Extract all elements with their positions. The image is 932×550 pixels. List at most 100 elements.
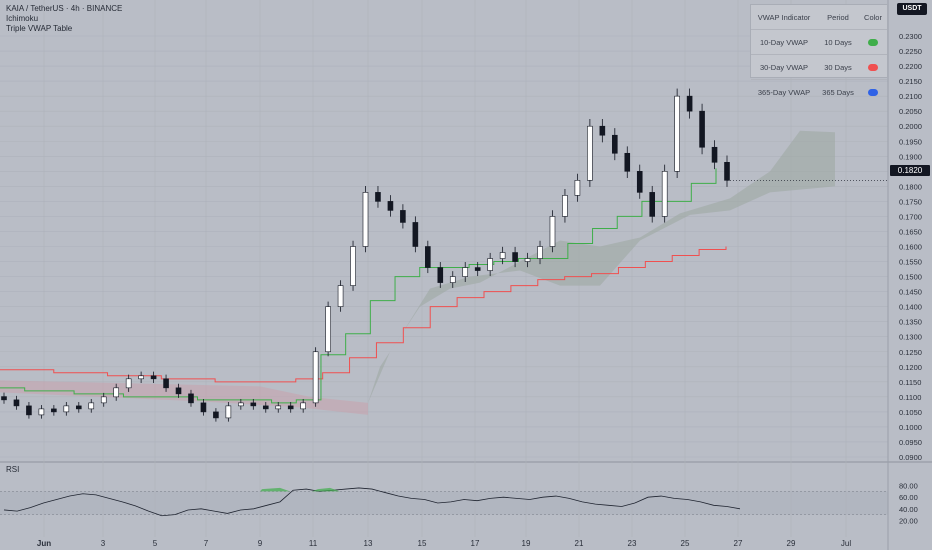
price-tick-label: 0.1400 <box>899 303 922 312</box>
candle-body <box>63 405 70 413</box>
vwap-table: VWAP Indicator Period Color 10-Day VWAP … <box>750 4 888 97</box>
rsi-band <box>0 491 888 515</box>
cloud-bullish <box>368 130 835 403</box>
time-tick-label: Jun <box>37 539 51 548</box>
candle-body <box>163 378 169 389</box>
price-tick-label: 0.1450 <box>899 288 922 297</box>
candle-body <box>51 408 57 413</box>
candle-body <box>250 402 257 407</box>
price-tick-label: 0.1050 <box>899 408 922 417</box>
vwap-name: 10-Day VWAP <box>759 37 809 47</box>
candle-body <box>425 246 431 268</box>
candle-body <box>661 171 668 217</box>
candle-body <box>1 396 7 401</box>
vwap-table-row: 365-Day VWAP 365 Days <box>751 80 887 104</box>
candle-body <box>474 267 481 271</box>
price-tick-label: 0.1650 <box>899 227 922 236</box>
rsi-tick-label: 40.00 <box>899 505 918 514</box>
candle-body <box>150 375 157 380</box>
price-tick-label: 0.1750 <box>899 197 922 206</box>
candle-body <box>362 192 369 247</box>
price-tick-label: 0.0900 <box>899 453 922 462</box>
time-tick-label: 17 <box>471 539 480 548</box>
candle-body <box>75 405 82 410</box>
candle-body <box>225 405 232 419</box>
candlestick-series <box>1 88 888 422</box>
time-tick-label: 29 <box>787 539 796 548</box>
candle-body <box>499 252 506 259</box>
indicator-vwap-table[interactable]: Triple VWAP Table <box>6 24 73 33</box>
header-indicator: VWAP Indicator <box>757 12 811 22</box>
time-tick-label: 25 <box>681 539 690 548</box>
candle-body <box>138 375 144 380</box>
candle-body <box>262 405 269 410</box>
vwap-30-line <box>0 246 727 383</box>
time-tick-label: 19 <box>522 539 531 548</box>
vwap-10-line <box>0 168 717 404</box>
candle-body <box>462 267 469 277</box>
vwap-lines <box>0 168 727 404</box>
time-tick-label: 27 <box>734 539 743 548</box>
candle-body <box>213 411 219 419</box>
color-swatch-icon <box>868 63 878 71</box>
vwap-period: 10 Days <box>824 37 852 47</box>
time-tick-label: 11 <box>309 539 318 548</box>
candle-body <box>711 146 718 163</box>
vwap-name: 30-Day VWAP <box>759 62 809 72</box>
rsi-line <box>3 487 741 517</box>
time-tick-label: 21 <box>575 539 584 548</box>
vwap-table-row: 10-Day VWAP 10 Days <box>751 30 887 55</box>
price-tick-label: 0.1350 <box>899 318 922 327</box>
price-tick-label: 0.2150 <box>899 77 922 86</box>
time-tick-label: 13 <box>364 539 373 548</box>
vwap-period: 365 Days <box>822 87 854 97</box>
candle-body <box>375 192 381 202</box>
candle-body <box>412 222 419 247</box>
rsi-indicator-label[interactable]: RSI <box>6 465 20 474</box>
rsi-tick-label: 20.00 <box>899 516 918 525</box>
time-tick-label: 7 <box>204 539 209 548</box>
price-tick-label: 0.1000 <box>899 423 922 432</box>
candle-body <box>612 134 618 154</box>
color-swatch-icon <box>868 88 878 96</box>
candle-body <box>512 252 518 262</box>
candle-body <box>624 152 631 172</box>
color-swatch-icon <box>868 38 878 46</box>
candle-body <box>437 267 444 283</box>
currency-badge[interactable]: USDT <box>897 3 927 15</box>
price-tick-label: 0.1950 <box>899 137 922 146</box>
candle-body <box>113 387 119 398</box>
vwap-period: 30 Days <box>824 62 852 72</box>
candle-body <box>449 276 456 283</box>
price-tick-label: 0.1500 <box>899 273 922 282</box>
candle-body <box>300 402 306 410</box>
cloud-bearish <box>0 380 368 415</box>
time-tick-label: 3 <box>101 539 106 548</box>
price-tick-label: 0.1300 <box>899 333 922 342</box>
symbol-title[interactable]: KAIA / TetherUS · 4h · BINANCE <box>6 4 123 13</box>
candle-body <box>350 246 356 286</box>
candle-body <box>587 125 593 181</box>
price-tick-label: 0.2100 <box>899 92 922 101</box>
time-tick-label: 9 <box>258 539 263 548</box>
price-tick-label: 0.1900 <box>899 152 922 161</box>
time-tick-label: 15 <box>418 539 427 548</box>
candle-body <box>26 405 32 416</box>
candle-body <box>649 192 656 217</box>
candle-body <box>549 216 556 247</box>
candle-body <box>175 387 182 395</box>
rsi-overbought-fill <box>260 487 290 492</box>
candle-body <box>724 162 730 181</box>
candle-body <box>636 171 643 193</box>
candle-body <box>13 399 20 407</box>
price-tick-label: 0.0950 <box>899 438 922 447</box>
candle-body <box>312 351 319 404</box>
price-tick-label: 0.1800 <box>899 182 922 191</box>
candle-body <box>599 125 606 136</box>
vwap-name: 365-Day VWAP <box>757 87 811 97</box>
candle-body <box>100 396 107 404</box>
indicator-ichimoku[interactable]: Ichimoku <box>6 14 39 23</box>
candle-body <box>200 402 207 413</box>
